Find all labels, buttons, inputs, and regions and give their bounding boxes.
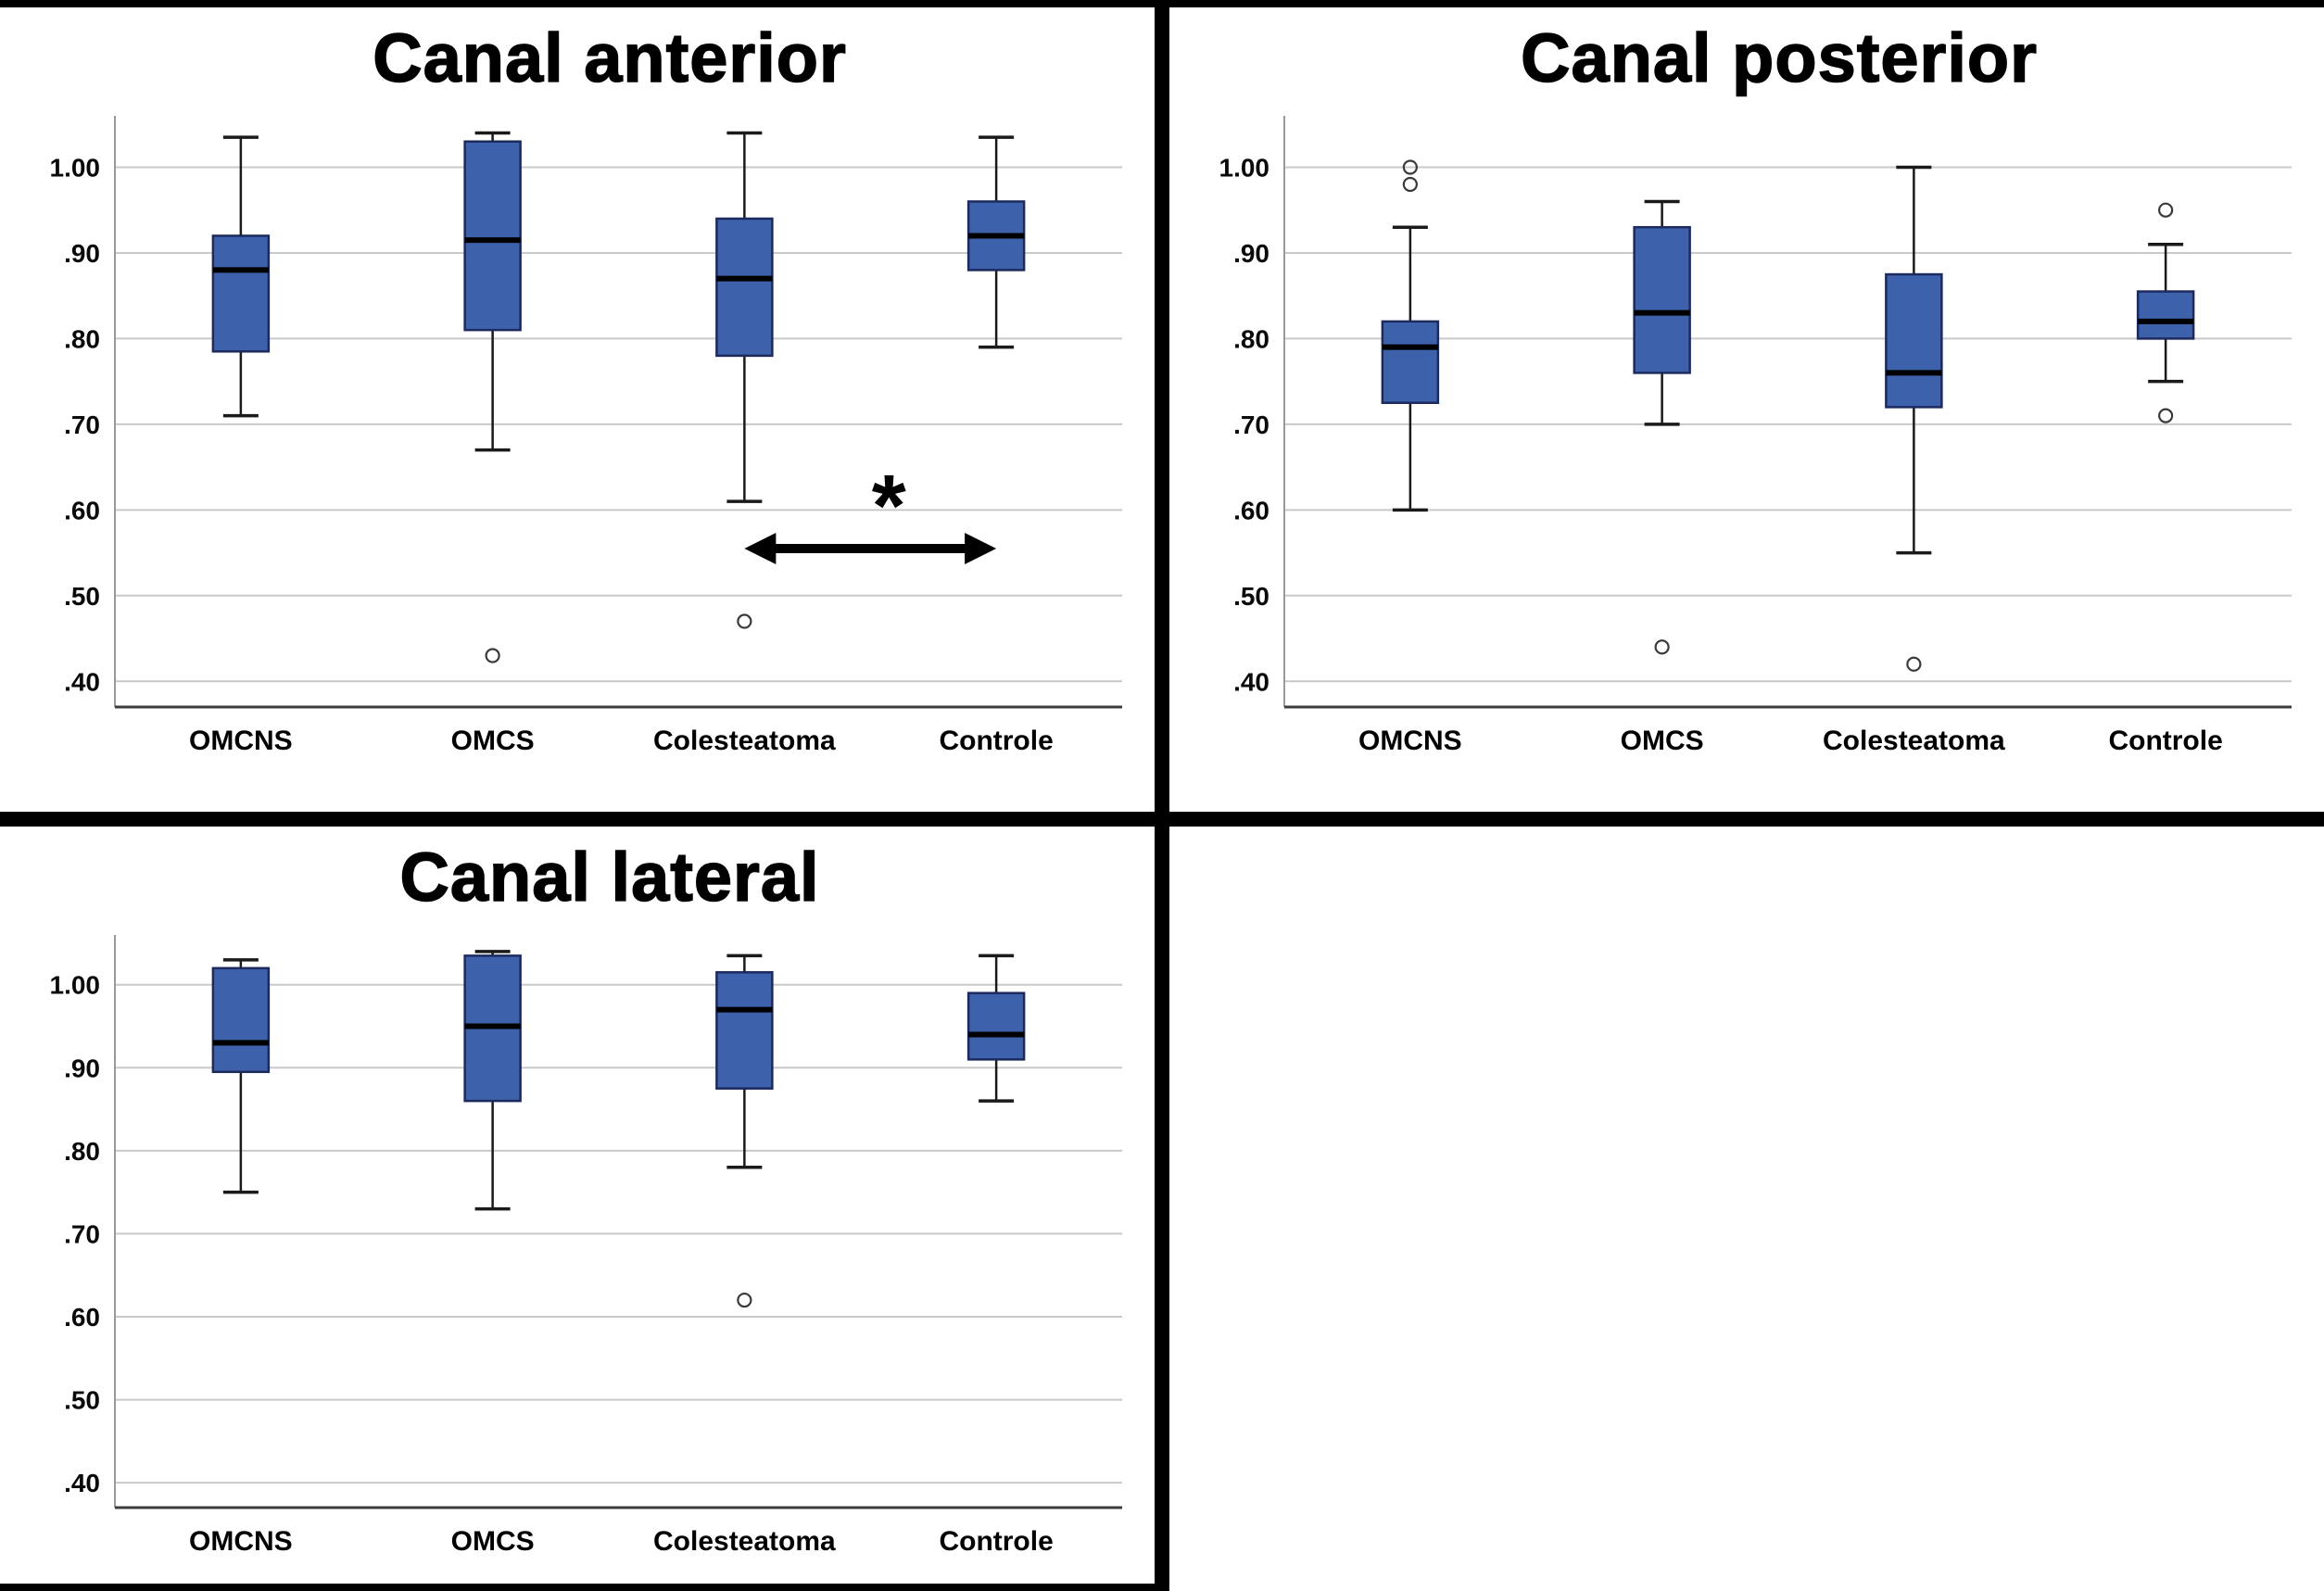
- svg-text:.40: .40: [64, 1470, 100, 1498]
- svg-text:Controle: Controle: [2108, 726, 2222, 756]
- svg-text:OMCNS: OMCNS: [189, 726, 293, 756]
- canal-posterior-boxplot-svg: .40 .50 .60 .70 .80 .90 1.00 OMCNS OMCS Colesteat…: [1219, 116, 2292, 756]
- svg-text:.60: .60: [1233, 497, 1269, 525]
- svg-text:Controle: Controle: [939, 1526, 1053, 1557]
- svg-text:.50: .50: [64, 582, 100, 611]
- panel-canal-posterior: Canal posterior .40 .50 .60 .70 .80 .90 1.00 OM…: [1169, 7, 2324, 812]
- svg-text:Controle: Controle: [939, 726, 1053, 756]
- svg-text:.70: .70: [64, 1220, 100, 1249]
- svg-text:.90: .90: [64, 239, 100, 268]
- svg-text:Colesteatoma: Colesteatoma: [1823, 726, 2005, 756]
- svg-text:Colesteatoma: Colesteatoma: [653, 726, 836, 756]
- svg-text:.90: .90: [64, 1054, 100, 1083]
- svg-text:1.00: 1.00: [49, 971, 100, 1000]
- canal-posterior-title: Canal posterior: [1520, 19, 2038, 96]
- svg-text:.60: .60: [64, 1303, 100, 1332]
- svg-text:.90: .90: [1233, 239, 1269, 268]
- svg-text:.80: .80: [64, 1137, 100, 1166]
- canal-lateral-boxplot: .40 .50 .60 .70 .80 .90 1.00 OMCNS OMCS Colesteat…: [15, 920, 1141, 1569]
- svg-text:.60: .60: [64, 497, 100, 525]
- svg-text:.40: .40: [64, 668, 100, 697]
- svg-text:.70: .70: [1233, 410, 1269, 439]
- svg-text:OMCNS: OMCNS: [1358, 726, 1462, 756]
- svg-text:.80: .80: [64, 325, 100, 354]
- svg-text:1.00: 1.00: [49, 154, 100, 183]
- canal-anterior-boxplot-svg: .40 .50 .60 .70 .80 .90 1.00 OMCNS OMCS Colesteat…: [49, 116, 1122, 756]
- canal-anterior-title: Canal anterior: [372, 19, 847, 96]
- canal-lateral-boxplot-svg: .40 .50 .60 .70 .80 .90 1.00 OMCNS OMCS Colesteat…: [49, 935, 1122, 1557]
- svg-text:.50: .50: [1233, 582, 1269, 611]
- empty-quadrant: [1169, 827, 2324, 1591]
- svg-text:.80: .80: [1233, 325, 1269, 354]
- panel-canal-lateral: Canal lateral .40 .50 .60 .70 .80 .90 1.00 OMCN…: [0, 827, 1155, 1591]
- canal-lateral-title: Canal lateral: [399, 839, 820, 915]
- svg-text:1.00: 1.00: [1219, 154, 1269, 183]
- svg-text:Colesteatoma: Colesteatoma: [653, 1526, 836, 1557]
- horizontal-divider: [0, 812, 2324, 827]
- svg-text:OMCS: OMCS: [450, 1526, 534, 1557]
- canal-anterior-boxplot: .40 .50 .60 .70 .80 .90 1.00 OMCNS OMCS Colesteat…: [15, 101, 1141, 768]
- svg-text:OMCS: OMCS: [450, 726, 534, 756]
- panel-canal-anterior: Canal anterior .40 .50 .60 .70 .80 .90 1.00 OMC…: [0, 7, 1155, 812]
- canal-posterior-boxplot: .40 .50 .60 .70 .80 .90 1.00 OMCNS OMCS Colesteat…: [1184, 101, 2310, 768]
- svg-text:*: *: [871, 457, 905, 555]
- svg-text:.40: .40: [1233, 668, 1269, 697]
- vertical-divider: [1155, 7, 1169, 1591]
- svg-text:.70: .70: [64, 410, 100, 439]
- svg-text:.50: .50: [64, 1386, 100, 1415]
- svg-text:OMCNS: OMCNS: [189, 1526, 293, 1557]
- svg-text:OMCS: OMCS: [1620, 726, 1703, 756]
